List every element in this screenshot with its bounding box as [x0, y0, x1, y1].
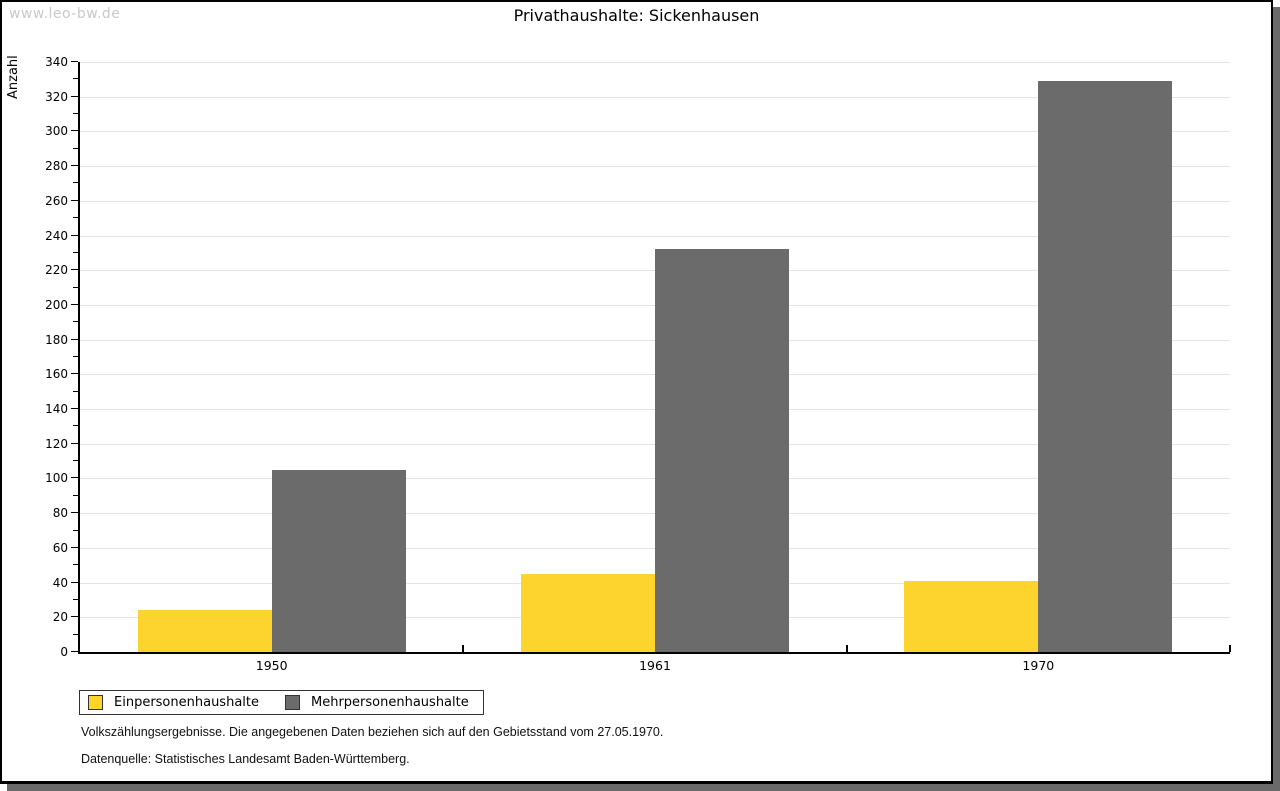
- grid-line: [80, 131, 1230, 133]
- y-tick-minor: [73, 113, 78, 115]
- grid-line: [80, 235, 1230, 237]
- y-tick-minor: [73, 633, 78, 635]
- legend-label: Einpersonenhaushalte: [114, 695, 259, 710]
- y-tick-minor: [73, 182, 78, 184]
- grid-line: [80, 96, 1230, 98]
- y-tick-major: [71, 651, 78, 652]
- y-tick-minor: [73, 425, 78, 427]
- y-axis-line: [78, 62, 80, 654]
- y-tick-label: 0: [60, 645, 68, 659]
- y-tick-label: 280: [45, 159, 68, 174]
- y-tick-minor: [73, 460, 78, 462]
- y-tick-label: 220: [45, 263, 68, 278]
- bar-einpersonenhaushalte-1961: [521, 573, 655, 652]
- watermark: www.leo-bw.de: [9, 6, 121, 22]
- x-axis-label-1970: 1970: [1022, 658, 1055, 673]
- y-tick-major: [71, 95, 78, 97]
- legend: Einpersonenhaushalte Mehrpersonenhaushal…: [79, 690, 484, 715]
- y-tick-major: [71, 165, 78, 167]
- legend-item-mehrpersonenhaushalte: Mehrpersonenhaushalte: [285, 695, 469, 710]
- y-tick-label: 340: [45, 55, 68, 69]
- plot-area: 0 20 40 60 80 100 120 140 160 180 200 220 240 260 280 3…: [45, 55, 1231, 673]
- y-tick-label: 20: [52, 610, 68, 625]
- bar-mehrpersonenhaushalte-1950: [271, 469, 406, 652]
- y-tick-major: [71, 477, 78, 479]
- x-tick: [462, 645, 465, 652]
- legend-item-einpersonenhaushalte: Einpersonenhaushalte: [88, 695, 259, 710]
- y-tick-label: 60: [52, 540, 68, 555]
- x-axis-line: [78, 652, 1230, 654]
- x-axis-label-1961: 1961: [639, 658, 671, 673]
- y-tick-minor: [73, 217, 78, 219]
- footnote-source: Datenquelle: Statistisches Landesamt Bad…: [81, 752, 410, 766]
- y-tick-major: [71, 546, 78, 548]
- y-tick-minor: [73, 78, 78, 80]
- y-tick-major: [71, 581, 78, 583]
- y-tick-minor: [73, 321, 78, 323]
- y-tick-major: [71, 616, 78, 618]
- y-tick-label: 100: [45, 471, 68, 486]
- y-tick-major: [71, 199, 78, 201]
- x-tick: [1229, 645, 1231, 652]
- y-tick-label: 180: [45, 332, 68, 347]
- y-tick-minor: [73, 529, 78, 531]
- legend-swatch-yellow: [88, 695, 103, 710]
- y-tick-major: [71, 442, 78, 444]
- y-tick-major: [71, 61, 78, 62]
- y-tick-label: 200: [45, 297, 68, 312]
- y-tick-major: [71, 512, 78, 514]
- y-tick-major: [71, 130, 78, 132]
- y-tick-minor: [73, 390, 78, 392]
- y-tick-label: 300: [45, 124, 68, 139]
- y-tick-major: [71, 269, 78, 271]
- y-axis-label: Anzahl: [6, 55, 21, 99]
- y-tick-minor: [73, 494, 78, 496]
- legend-swatch-gray: [285, 695, 300, 710]
- y-tick-major: [71, 338, 78, 340]
- y-tick-label: 120: [45, 436, 68, 451]
- legend-label: Mehrpersonenhaushalte: [311, 695, 469, 710]
- bar-einpersonenhaushalte-1950: [137, 610, 272, 652]
- x-tick: [845, 645, 848, 652]
- grid-line: [80, 62, 1230, 63]
- grid-line: [80, 200, 1230, 202]
- bar-mehrpersonenhaushalte-1961: [655, 249, 789, 652]
- grid-line: [80, 166, 1230, 168]
- y-tick-label: 140: [45, 402, 68, 417]
- y-tick-minor: [73, 251, 78, 253]
- y-tick-minor: [73, 356, 78, 357]
- y-tick-minor: [73, 286, 78, 288]
- y-tick-label: 40: [52, 575, 68, 590]
- y-tick-major: [71, 373, 78, 375]
- y-tick-label: 240: [45, 228, 68, 243]
- y-tick-label: 320: [45, 89, 68, 104]
- bar-einpersonenhaushalte-1970: [904, 580, 1039, 652]
- x-axis-label-1950: 1950: [255, 658, 288, 673]
- y-tick-minor: [73, 564, 78, 566]
- y-tick-major: [71, 303, 78, 305]
- y-tick-minor: [73, 598, 78, 600]
- y-tick-label: 160: [45, 367, 68, 382]
- y-tick-label: 260: [45, 193, 68, 208]
- y-tick-label: 80: [52, 506, 68, 521]
- chart-title: Privathaushalte: Sickenhausen: [513, 6, 760, 25]
- bar-mehrpersonenhaushalte-1970: [1038, 81, 1173, 652]
- y-tick-minor: [73, 147, 78, 149]
- y-tick-major: [71, 234, 78, 236]
- footnote-survey: Volkszählungsergebnisse. Die angegebenen…: [81, 725, 664, 739]
- y-tick-major: [71, 408, 78, 410]
